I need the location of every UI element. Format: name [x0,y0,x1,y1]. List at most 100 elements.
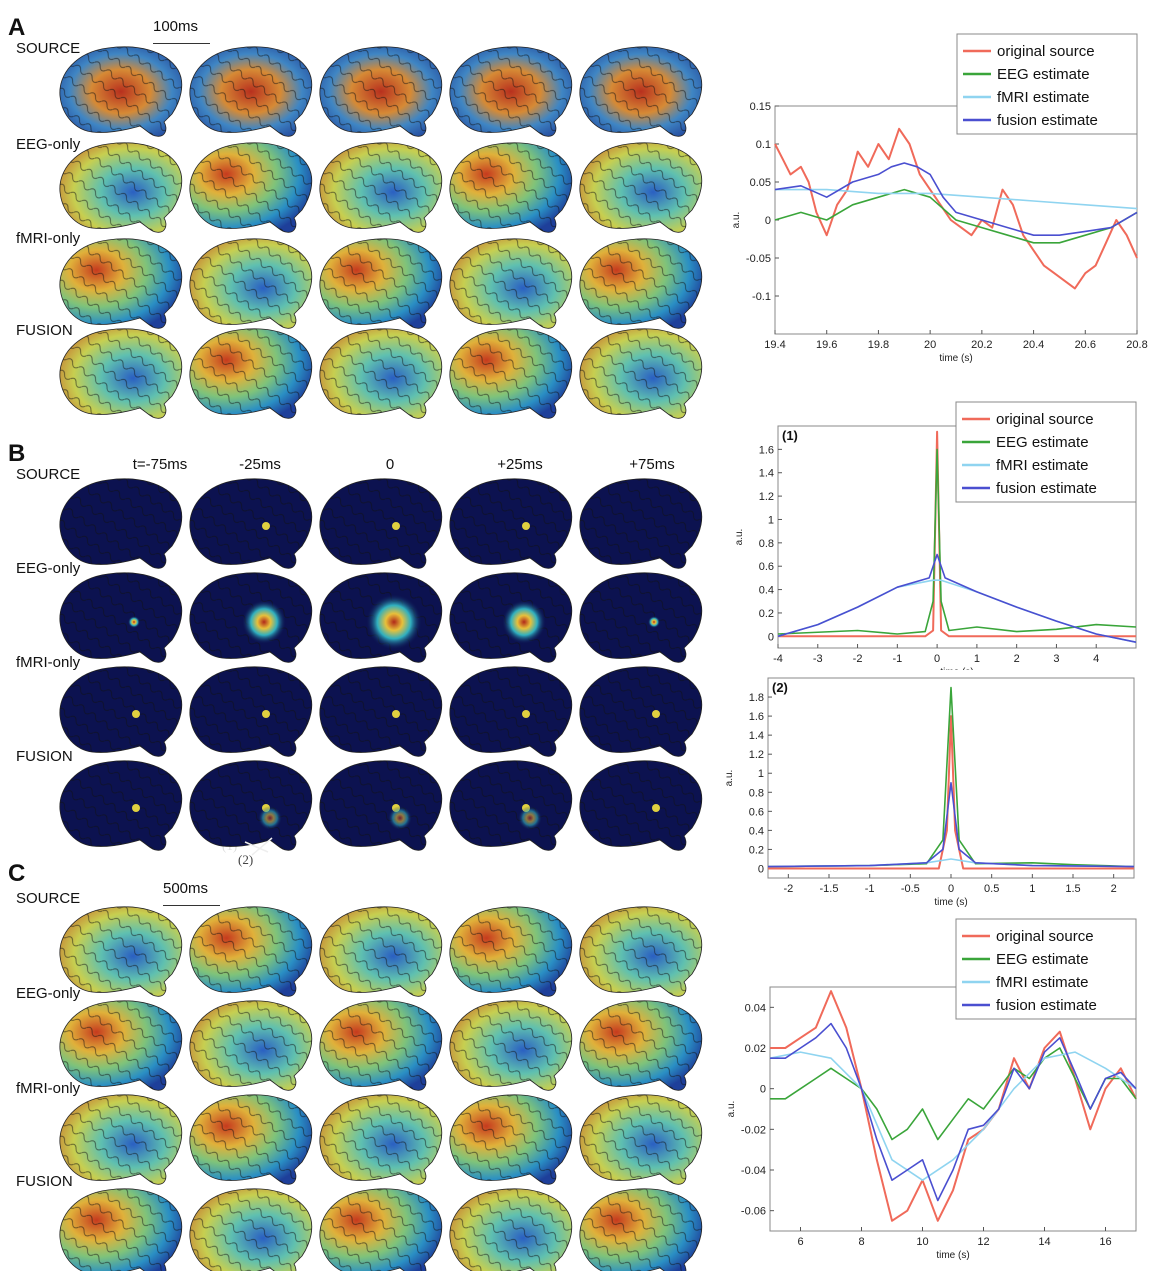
series-line-fusion-estimate [767,782,1135,868]
brain-map-grid [59,46,703,1271]
x-axis-label: time (s) [939,353,972,364]
y-tick-label: 0.04 [745,1002,766,1014]
brain-map-c-fmri-1 [59,1094,183,1185]
x-tick-label: 1 [1029,883,1035,895]
y-tick-label: 1.4 [759,468,774,480]
scale-label-a: 100ms [153,18,199,35]
legend-label: EEG estimate [996,434,1089,451]
brain-map-b-eeg-1 [59,572,183,663]
row-label-b-source: SOURCE [16,466,81,483]
brain-map-c-eeg-2 [189,1000,313,1091]
x-tick-label: -2 [853,653,863,665]
legend-label: fMRI estimate [997,89,1090,106]
panel-letter-c: C [8,860,26,887]
brain-map-b-fusion-1 [59,760,183,851]
y-tick-label: 1.8 [749,692,764,704]
brain-map-b-source-1 [59,478,183,569]
y-axis-label: a.u. [724,770,735,787]
legend-label: fusion estimate [996,997,1097,1014]
brain-map-c-fmri-5 [579,1094,703,1185]
brain-map-a-source-2 [189,46,313,137]
y-tick-label: 0.05 [750,177,771,189]
legend-label: fMRI estimate [996,974,1089,991]
subplot-label: (1) [782,428,798,443]
x-tick-label: 2 [1014,653,1020,665]
time-label-b-3: 0 [385,456,395,473]
brain-map-b-fmri-1 [59,666,183,757]
x-tick-label: 0 [934,653,940,665]
row-label-a-source: SOURCE [16,40,81,57]
brain-map-b-fusion-3 [319,760,443,851]
legend-label: EEG estimate [997,66,1090,83]
x-tick-label: 8 [858,1236,864,1248]
y-tick-label: 0.02 [745,1043,766,1055]
x-tick-label: 19.6 [816,339,837,351]
brain-map-b-eeg-4 [449,572,573,663]
brain-map-b-source-4 [449,478,573,569]
brain-map-c-fusion-3 [319,1188,443,1271]
x-tick-label: 20.6 [1075,339,1096,351]
x-tick-label: 19.4 [764,339,785,351]
x-tick-label: 12 [977,1236,989,1248]
y-axis-label: a.u. [731,212,742,229]
series-line-eeg-estimate [774,188,1138,244]
y-tick-label: 1.2 [759,491,774,503]
brain-map-a-fmri-3 [319,238,443,329]
series-line-fusion-estimate [770,1022,1137,1202]
y-tick-label: 1.6 [749,711,764,723]
row-label-c-fusion: FUSION [16,1173,73,1190]
y-tick-label: 0.8 [749,787,764,799]
x-tick-label: 1 [974,653,980,665]
subplot-label: (2) [772,680,788,695]
y-axis-label: a.u. [734,529,745,546]
series-line-original-source [778,430,1136,638]
y-tick-label: 1 [758,768,764,780]
legend-label: fMRI estimate [996,457,1089,474]
series-line-eeg-estimate [777,448,1137,635]
row-label-c-fmri: fMRI-only [16,1080,81,1097]
brain-map-c-eeg-5 [579,1000,703,1091]
brain-map-c-fmri-4 [449,1094,573,1185]
legend-label: EEG estimate [996,951,1089,968]
x-tick-label: 3 [1053,653,1059,665]
arrow-label-2: (2) [238,852,254,867]
y-tick-label: 1 [768,514,774,526]
y-tick-label: 0 [758,863,764,875]
chart-a: 19.4 19.6 19.8 20 20.2 20.4 20.6 20.8 0.15 0.1 0.0… [731,33,1148,364]
panel-letter-b: B [8,440,26,467]
y-tick-label: -0.05 [746,253,771,265]
row-label-b-fusion: FUSION [16,748,73,765]
brain-map-c-eeg-3 [319,1000,443,1091]
row-label-c-source: SOURCE [16,890,81,907]
brain-map-a-fusion-3 [319,328,443,419]
y-tick-label: 0 [768,631,774,643]
plot-area [767,677,1135,879]
panel-letter-a: A [8,14,26,41]
time-label-b-4: +25ms [497,456,543,473]
brain-map-c-source-1 [59,906,183,997]
x-tick-label: -4 [773,653,783,665]
y-tick-label: 0.4 [759,585,774,597]
scale-bar-a [153,43,210,44]
legend-label: original source [996,411,1094,428]
brain-map-a-fusion-5 [579,328,703,419]
brain-map-a-source-3 [319,46,443,137]
x-tick-label: 2 [1111,883,1117,895]
row-label-a-fmri: fMRI-only [16,230,81,247]
brain-map-a-source-4 [449,46,573,137]
y-tick-label: 1.6 [759,444,774,456]
y-tick-label: 1.2 [749,749,764,761]
x-tick-label: -3 [813,653,823,665]
y-tick-label: 0 [765,215,771,227]
y-axis-label: a.u. [726,1101,737,1118]
x-tick-label: 0 [948,883,954,895]
brain-map-b-source-3 [319,478,443,569]
y-tick-label: 0.6 [759,561,774,573]
brain-map-b-fmri-5 [579,666,703,757]
row-label-b-eeg: EEG-only [16,560,81,577]
brain-map-c-source-3 [319,906,443,997]
row-label-b-fmri: fMRI-only [16,654,81,671]
series-line-fmri-estimate [775,188,1138,210]
brain-map-a-fmri-1 [59,238,183,329]
x-tick-label: -0.5 [901,883,920,895]
